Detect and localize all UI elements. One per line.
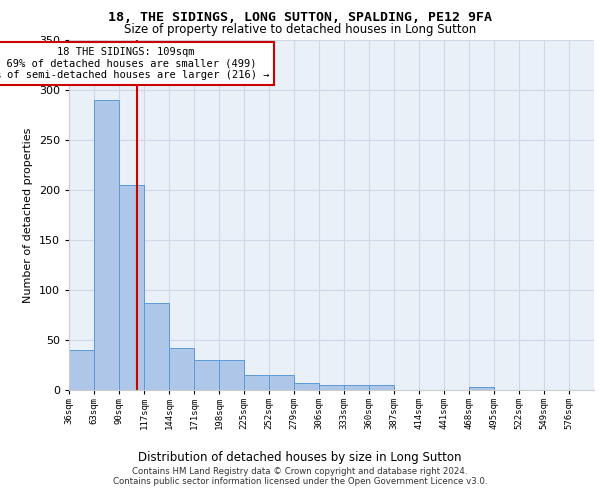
Bar <box>469 387 494 390</box>
Bar <box>244 375 269 390</box>
Bar <box>119 185 144 390</box>
Bar <box>219 360 244 390</box>
Text: Contains HM Land Registry data © Crown copyright and database right 2024.: Contains HM Land Registry data © Crown c… <box>132 467 468 476</box>
Bar <box>144 303 169 390</box>
Bar <box>269 375 294 390</box>
Bar <box>294 383 319 390</box>
Y-axis label: Number of detached properties: Number of detached properties <box>23 128 33 302</box>
Text: Distribution of detached houses by size in Long Sutton: Distribution of detached houses by size … <box>138 451 462 464</box>
Bar <box>94 100 119 390</box>
Text: Size of property relative to detached houses in Long Sutton: Size of property relative to detached ho… <box>124 22 476 36</box>
Bar <box>194 360 219 390</box>
Bar <box>369 385 394 390</box>
Bar <box>69 350 94 390</box>
Bar <box>319 385 344 390</box>
Bar <box>344 385 369 390</box>
Text: 18 THE SIDINGS: 109sqm
← 69% of detached houses are smaller (499)
30% of semi-de: 18 THE SIDINGS: 109sqm ← 69% of detached… <box>0 47 269 80</box>
Text: Contains public sector information licensed under the Open Government Licence v3: Contains public sector information licen… <box>113 477 487 486</box>
Text: 18, THE SIDINGS, LONG SUTTON, SPALDING, PE12 9FA: 18, THE SIDINGS, LONG SUTTON, SPALDING, … <box>108 11 492 24</box>
Bar <box>169 348 194 390</box>
